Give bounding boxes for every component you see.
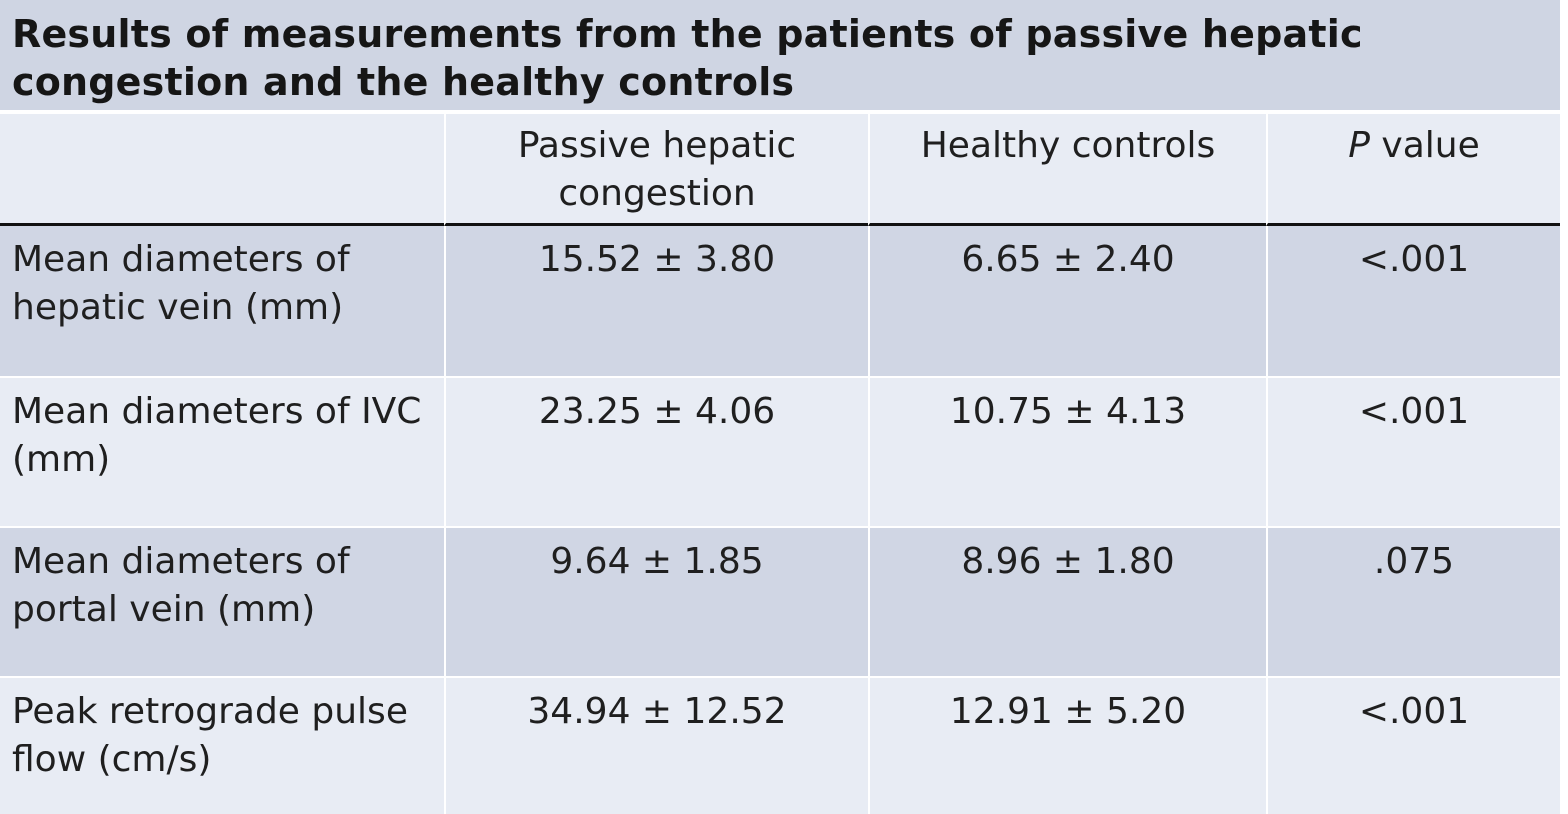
row-label: Mean diameters of portal vein (mm) (12, 541, 350, 630)
p-value-cell: <.001 (1266, 226, 1560, 376)
p-value-italic-letter: P (1348, 125, 1370, 166)
healthy-value-cell: 10.75 ± 4.13 (868, 376, 1266, 526)
results-table: Passive hepatic congestion Healthy contr… (0, 114, 1560, 814)
p-value-cell: <.001 (1266, 676, 1560, 814)
passive-value-cell: 9.64 ± 1.85 (444, 526, 868, 676)
p-value-cell: .075 (1266, 526, 1560, 676)
passive-value-cell: 34.94 ± 12.52 (444, 676, 868, 814)
row-label-cell: Mean diameters of hepatic vein (mm) (0, 226, 444, 376)
healthy-value-cell: 6.65 ± 2.40 (868, 226, 1266, 376)
table-title: Results of measurements from the patient… (12, 12, 1363, 104)
row-label-cell: Peak retrograde pulse flow (cm/s) (0, 676, 444, 814)
table-row: Peak retrograde pulse flow (cm/s) 34.94 … (0, 676, 1560, 814)
row-label: Mean diameters of hepatic vein (mm) (12, 239, 350, 328)
header-passive-hepatic-congestion: Passive hepatic congestion (444, 114, 868, 226)
row-label-cell: Mean diameters of portal vein (mm) (0, 526, 444, 676)
table-title-bar: Results of measurements from the patient… (0, 0, 1560, 110)
table-row: Mean diameters of IVC (mm) 23.25 ± 4.06 … (0, 376, 1560, 526)
healthy-value-cell: 12.91 ± 5.20 (868, 676, 1266, 814)
healthy-value-cell: 8.96 ± 1.80 (868, 526, 1266, 676)
row-label-cell: Mean diameters of IVC (mm) (0, 376, 444, 526)
row-label: Peak retrograde pulse flow (cm/s) (12, 691, 408, 780)
p-value-label-rest: value (1369, 125, 1480, 166)
header-p-value: P value (1266, 114, 1560, 226)
table-header-row: Passive hepatic congestion Healthy contr… (0, 114, 1560, 226)
header-label-cell (0, 114, 444, 226)
header-healthy-controls: Healthy controls (868, 114, 1266, 226)
passive-value-cell: 23.25 ± 4.06 (444, 376, 868, 526)
row-label: Mean diameters of IVC (mm) (12, 391, 422, 480)
table-row: Mean diameters of hepatic vein (mm) 15.5… (0, 226, 1560, 376)
p-value-cell: <.001 (1266, 376, 1560, 526)
table-row: Mean diameters of portal vein (mm) 9.64 … (0, 526, 1560, 676)
passive-value-cell: 15.52 ± 3.80 (444, 226, 868, 376)
